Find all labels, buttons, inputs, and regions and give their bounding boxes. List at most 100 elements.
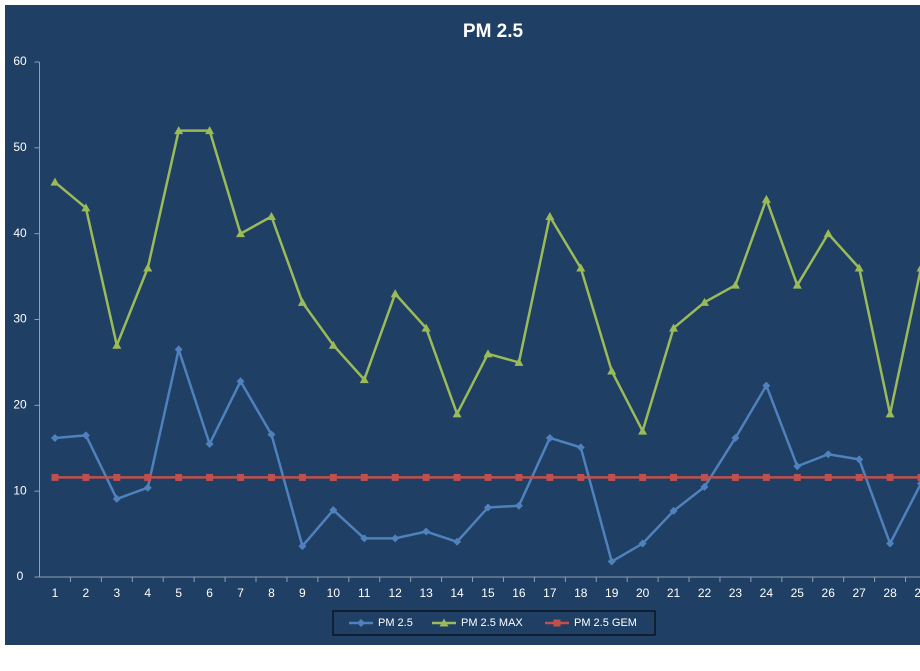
x-tick-label: 6: [206, 586, 213, 600]
marker: [112, 340, 122, 349]
marker: [452, 409, 462, 418]
y-tick-label: 20: [13, 398, 27, 412]
marker: [576, 263, 586, 272]
x-tick-label: 23: [729, 586, 743, 600]
marker: [236, 377, 245, 386]
marker: [143, 263, 153, 272]
marker: [453, 537, 462, 546]
x-tick-label: 24: [760, 586, 774, 600]
marker: [267, 473, 275, 481]
marker: [422, 527, 431, 536]
legend-label: PM 2.5 GEM: [574, 617, 637, 629]
marker: [297, 297, 307, 306]
marker: [175, 473, 183, 481]
marker: [328, 340, 338, 349]
marker: [421, 323, 431, 332]
marker: [638, 426, 648, 435]
x-tick-label: 5: [175, 586, 182, 600]
marker: [422, 473, 430, 481]
marker: [824, 450, 833, 459]
marker: [854, 263, 864, 272]
marker: [360, 534, 369, 543]
marker: [514, 501, 523, 510]
marker: [329, 473, 337, 481]
marker: [855, 473, 863, 481]
x-tick-label: 8: [268, 586, 275, 600]
x-tick-label: 28: [883, 586, 897, 600]
marker: [916, 265, 920, 272]
marker: [607, 366, 617, 375]
marker: [917, 480, 920, 487]
marker: [553, 619, 561, 627]
marker: [236, 229, 246, 238]
marker: [144, 473, 152, 481]
marker: [391, 473, 399, 481]
x-tick-label: 12: [389, 586, 403, 600]
marker: [700, 482, 709, 491]
x-tick-label: 2: [83, 586, 90, 600]
marker: [762, 473, 770, 481]
marker: [391, 534, 400, 543]
marker: [607, 557, 616, 566]
marker: [886, 473, 894, 481]
x-tick-label: 13: [419, 586, 433, 600]
marker: [855, 455, 864, 464]
x-tick-label: 25: [791, 586, 805, 600]
y-tick-label: 30: [13, 312, 27, 326]
marker: [792, 280, 802, 289]
marker: [670, 473, 678, 481]
x-tick-label: 15: [481, 586, 495, 600]
marker: [608, 473, 616, 481]
marker: [761, 194, 771, 203]
marker: [143, 483, 152, 492]
marker: [267, 430, 276, 439]
marker: [638, 539, 647, 548]
x-tick-label: 14: [450, 586, 464, 600]
marker: [266, 212, 276, 220]
x-tick-label: 18: [574, 586, 588, 600]
marker: [484, 473, 492, 481]
marker: [576, 443, 585, 452]
marker: [483, 503, 492, 512]
marker: [699, 297, 709, 306]
x-tick-label: 11: [358, 586, 371, 600]
marker: [730, 280, 740, 289]
marker: [205, 439, 214, 448]
y-tick-label: 10: [13, 483, 27, 497]
x-tick-label: 3: [113, 586, 120, 600]
marker: [546, 473, 554, 481]
y-tick-label: 50: [13, 140, 27, 154]
marker: [113, 473, 121, 481]
marker: [82, 473, 90, 481]
x-tick-label: 20: [636, 586, 650, 600]
chart-title: PM 2.5: [463, 21, 524, 42]
legend-label: PM 2.5 MAX: [461, 617, 523, 629]
marker: [823, 229, 833, 238]
marker: [514, 357, 524, 366]
x-tick-label: 1: [52, 586, 59, 600]
marker: [669, 506, 678, 515]
y-tick-label: 40: [13, 226, 27, 240]
marker: [515, 473, 523, 481]
x-tick-label: 16: [512, 586, 526, 600]
marker: [298, 473, 306, 481]
x-tick-label: 9: [299, 586, 306, 600]
marker: [577, 473, 585, 481]
x-tick-label: 27: [852, 586, 866, 600]
marker: [639, 473, 647, 481]
marker: [174, 345, 183, 354]
marker: [793, 473, 801, 481]
y-tick-label: 60: [13, 54, 27, 68]
y-tick-label: 0: [17, 569, 24, 583]
marker: [886, 539, 895, 548]
marker: [453, 473, 461, 481]
marker: [917, 473, 920, 481]
marker: [112, 494, 121, 503]
marker: [50, 177, 60, 186]
marker: [359, 375, 369, 384]
marker: [81, 203, 91, 212]
x-tick-label: 21: [667, 586, 681, 600]
x-tick-label: 19: [605, 586, 619, 600]
x-tick-label: 10: [327, 586, 341, 600]
x-tick-label: 29: [914, 586, 920, 600]
